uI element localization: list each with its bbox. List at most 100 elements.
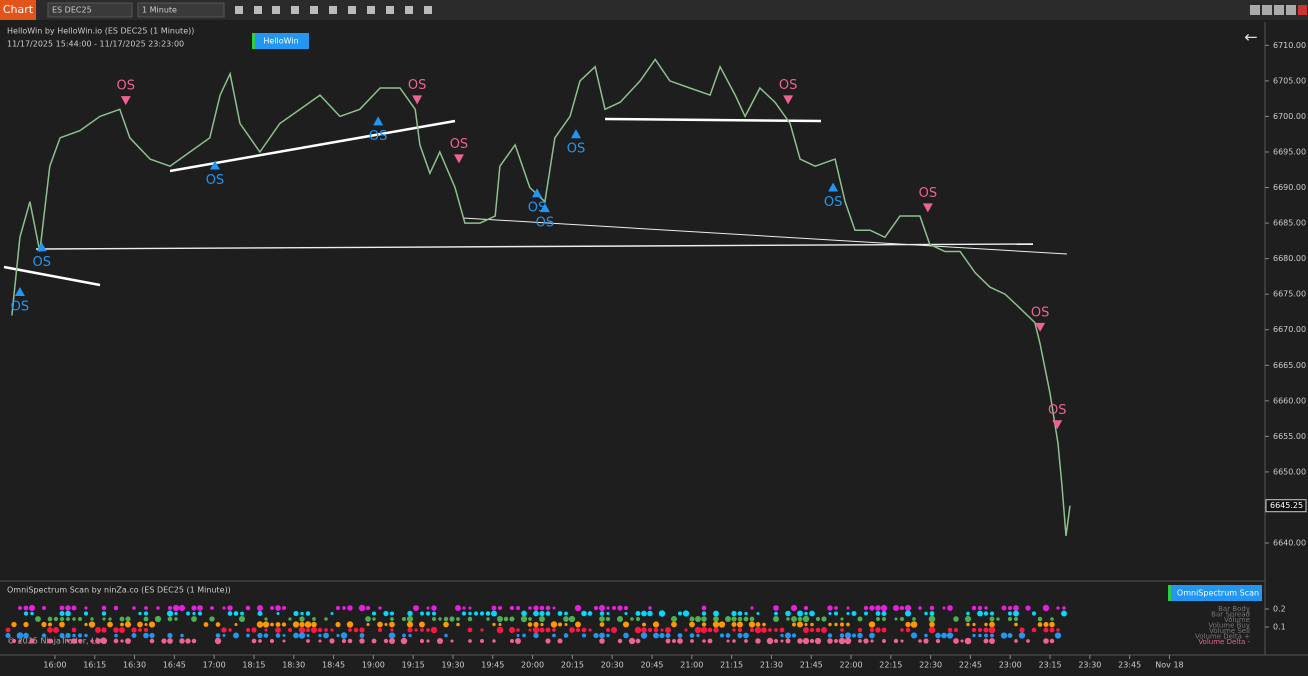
scan-dot (389, 621, 395, 628)
scan-dot (119, 616, 125, 622)
scan-dot (744, 611, 748, 616)
scan-dot (234, 622, 238, 627)
scan-dot (149, 638, 155, 644)
scan-dot (606, 628, 610, 632)
panel-title: HelloWin by HelloWin.io (ES DEC25 (1 Min… (7, 27, 194, 36)
window-buttons[interactable] (1250, 5, 1307, 15)
scan-dot (983, 638, 989, 644)
scan-dot (358, 604, 366, 612)
scan-dot (599, 638, 605, 644)
scan-dot (844, 632, 852, 639)
scan-dot (324, 617, 328, 621)
scan-dot (41, 605, 47, 611)
scan-dot (353, 627, 359, 633)
scan-dot (1007, 611, 1013, 616)
signal-marker (539, 203, 550, 213)
scan-dot (784, 632, 792, 639)
scan-dot (694, 626, 702, 634)
scan-dot (114, 633, 118, 638)
toolbar-icons[interactable] (235, 6, 432, 14)
scan-dot (59, 633, 65, 638)
scan-dot (702, 639, 706, 643)
scan-dot (521, 610, 527, 617)
scan-dot (90, 617, 94, 621)
tab-label: Chart (3, 3, 34, 16)
scan-dot (179, 638, 185, 644)
scan-dot (143, 616, 149, 622)
chart-tab[interactable] (0, 0, 36, 20)
scan-dot (305, 627, 311, 633)
scan-dot (630, 617, 634, 621)
scan-dot (599, 622, 605, 627)
scan-dot (557, 622, 563, 627)
scan-dot (893, 605, 899, 611)
scan-dot (492, 639, 496, 643)
scan-dot (545, 638, 551, 644)
scan-dot (1049, 638, 1055, 644)
scan-dot (384, 622, 388, 627)
scan-dot (653, 627, 659, 633)
scan-dot (120, 639, 124, 643)
scan-dot (1037, 616, 1043, 622)
scan-dot (1050, 617, 1054, 621)
scan-dot (875, 605, 881, 611)
scan-dot (809, 627, 815, 633)
scan-dot (497, 616, 503, 622)
scan-dot (790, 604, 798, 612)
x-tick-label: 22:30 (919, 661, 942, 670)
scan-dot (113, 605, 119, 611)
back-arrow[interactable]: ← (1244, 28, 1257, 47)
scan-dot (527, 622, 533, 627)
scan-dot (533, 632, 539, 639)
scan-dot (785, 638, 791, 644)
scan-dot (910, 632, 918, 639)
scan-dot (377, 627, 383, 633)
scan-dot (672, 639, 676, 643)
scan-badge[interactable] (1168, 585, 1262, 601)
scan-dot (340, 632, 348, 639)
scan-dot (419, 621, 425, 628)
scan-dot (456, 622, 460, 627)
interval-select[interactable] (137, 2, 225, 18)
scan-dot (522, 633, 526, 638)
scan-dot (269, 638, 275, 644)
x-tick-label: 16:15 (83, 661, 106, 670)
scan-row-label: Volume Buy (1208, 622, 1250, 630)
x-tick-label: 23:45 (1118, 661, 1141, 670)
badge[interactable] (252, 33, 309, 49)
scan-dot (1056, 628, 1060, 632)
signal-marker (828, 182, 839, 192)
scan-dot (72, 633, 76, 638)
scan-dot (402, 633, 406, 638)
scan-dot (617, 605, 623, 611)
signal-marker (373, 116, 384, 126)
scan-dot (228, 628, 232, 632)
scan-dot (725, 633, 731, 638)
scan-dot (197, 605, 203, 611)
scan-dot (972, 633, 976, 638)
scan-dot (797, 638, 803, 644)
scan-dot (828, 622, 832, 627)
scan-dot (563, 616, 569, 622)
x-tick-label: 23:30 (1078, 661, 1101, 670)
scan-dot (497, 605, 503, 611)
scan-dot (773, 605, 779, 611)
scan-dot (749, 616, 755, 622)
scan-dot (568, 615, 576, 623)
instrument-select[interactable] (47, 2, 133, 18)
scan-dot (467, 627, 473, 633)
scan-dot (809, 610, 815, 617)
scan-dot (977, 605, 983, 611)
scan-dot (1061, 610, 1067, 617)
scan-dot (984, 606, 988, 610)
scan-dot (335, 605, 341, 611)
scan-dot (750, 628, 754, 632)
y-tick-label: 6680.00 (1273, 254, 1306, 263)
scan-dot (924, 633, 928, 638)
scan-dot (552, 628, 556, 632)
scan-dot (804, 611, 808, 616)
scan-dot (113, 627, 119, 633)
scan-dot (227, 611, 233, 616)
scan-dot (125, 616, 131, 622)
